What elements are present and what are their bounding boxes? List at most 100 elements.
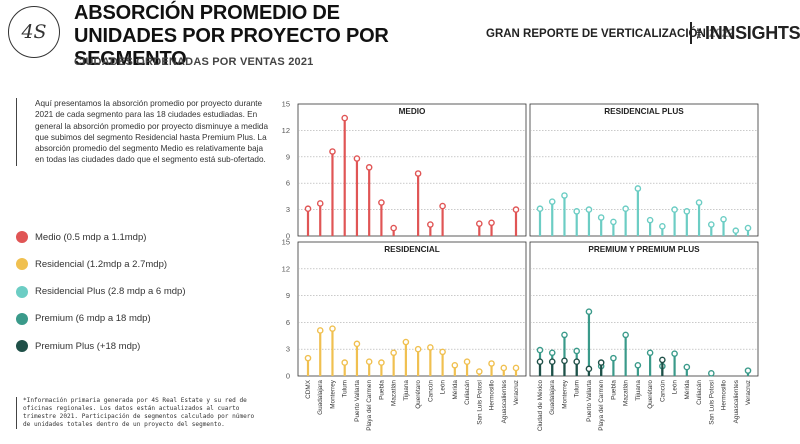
lollipop-dot-puebla [610,218,617,226]
lollipop-dot-playa-del-carmen [365,164,373,171]
lollipop-dot-queretaro [414,170,422,177]
x-tick-label: Tulum [574,380,581,398]
lollipop-dot-hermosillo [488,219,495,227]
legend-swatch [16,285,28,298]
lollipop-dot-aguascalientes [732,227,740,235]
lollipop-dot-monterrey [561,192,568,199]
lollipop-dot-guadalajara [548,358,556,366]
lollipop-dot-puerto-vallarta [353,155,361,162]
lollipop-dot-cancun [659,356,666,364]
x-tick-label: León [672,380,679,395]
x-tick-label: Mazatlán [391,380,398,406]
lollipop-dot-tulum [573,358,581,366]
header-divider [690,22,692,44]
lollipop-dot-hermosillo [720,215,727,223]
lollipop-dot-puerto-vallarta [585,308,593,315]
report-name: GRAN REPORTE DE VERTICALIZACIÓN [486,28,706,40]
legend-item-residencial: Residencial (1.2mdp a 2.7mdp) [16,255,256,273]
lollipop-dot-playa-del-carmen [597,359,605,366]
report-title: GRAN REPORTE DE VERTICALIZACIÓN 2022 [486,28,735,40]
x-tick-label: Mazatlán [623,380,630,406]
panel-title: RESIDENCIAL PLUS [604,107,684,116]
lollipop-dot-san-luis-potosi [707,221,715,228]
x-tick-label: Hermosillo [721,380,728,411]
y-tick-label: 12 [282,126,290,135]
lollipop-dot-tijuana [634,185,642,192]
y-tick-label: 0 [286,372,290,381]
lollipop-dot-cdmx [304,354,312,362]
x-tick-label: Aguascalientes [501,380,508,423]
legend-item-medio: Medio (0.5 mdp a 1.1mdp) [16,228,256,246]
x-tick-label: Aguascalientes [733,380,740,423]
x-tick-label: Monterrey [329,379,336,409]
lollipop-dot-veracruz [744,224,752,232]
lollipop-dot-leon [671,350,678,357]
legend-label: Residencial (1.2mdp a 2.7mdp) [35,258,168,270]
lollipop-dot-mazatlan [622,331,629,339]
x-tick-label: CDMX [305,379,312,399]
lollipop-dot-puerto-vallarta [585,206,593,213]
legend-item-premium: Premium (6 mdp a 18 mdp) [16,310,256,328]
x-tick-label: Ciudad de México [537,380,544,432]
lollipop-dot-san-luis-potosi [707,370,715,377]
lollipop-dot-playa-del-carmen [365,358,373,366]
y-tick-label: 15 [282,238,290,247]
x-tick-label: Guadalajara [317,380,324,415]
lollipop-dot-merida [451,361,459,369]
x-tick-label: Veracruz [513,380,520,405]
x-tick-label: Culiacán [696,380,703,405]
lollipop-dot-playa-del-carmen [597,214,605,221]
lollipop-dot-san-luis-potosi [475,368,483,375]
intro-block: Aquí presentamos la absorción promedio p… [16,98,271,166]
lollipop-dot-queretaro [646,216,654,224]
intro-text: Aquí presentamos la absorción promedio p… [35,99,269,165]
y-tick-label: 9 [286,152,290,161]
lollipop-dot-leon [671,206,678,213]
y-tick-label: 6 [286,318,290,327]
brand-wordmark: THE INNSIGHTS [697,23,800,44]
legend-label: Residencial Plus (2.8 mdp a 6 mdp) [35,286,186,298]
panel-frame [297,241,527,377]
x-tick-label: Puebla [610,380,617,400]
y-tick-label: 3 [286,205,290,214]
lollipop-dot-aguascalientes [500,364,508,372]
panel-title: PREMIUM Y PREMIUM PLUS [588,245,700,254]
logo-text: 4S [21,21,47,43]
x-tick-label: Tijuana [635,380,642,401]
lollipop-dot-tulum [573,347,581,355]
lollipop-dot-san-luis-potosi [475,220,483,227]
x-tick-label: Querétaro [415,380,422,409]
x-tick-label: Playa del Carmen [366,380,373,431]
legend-swatch [16,231,28,243]
brand-logo: 4S [8,6,60,58]
chart-panel-premium-y-premium-plus: PREMIUM Y PREMIUM PLUS Ciudad de México Gu… [529,241,759,432]
lollipop-dot-mazatlan [390,224,397,232]
lollipop-dot-culiacan [463,358,471,366]
footnote-text: *Información primaria generada por 4S Re… [23,397,255,428]
x-tick-label: Mérida [684,380,691,400]
lollipop-dot-leon [439,348,446,356]
x-tick-label: Cancún [659,380,666,402]
x-tick-label: Puerto Vallarta [354,380,361,422]
lollipop-dot-merida [683,208,691,215]
lollipop-dot-puerto-vallarta [585,365,593,373]
legend-swatch [16,258,28,271]
lollipop-dot-culiacan [695,199,703,206]
lollipop-dot-cancun [427,221,434,228]
x-tick-label: Querétaro [647,380,654,409]
lollipop-dot-cdmx [304,205,312,213]
lollipop-dot-monterrey [329,325,336,332]
lollipop-dot-puebla [610,354,617,362]
legend-label: Medio (0.5 mdp a 1.1mdp) [35,231,147,243]
y-tick-label: 3 [286,345,290,354]
legend: Medio (0.5 mdp a 1.1mdp) Residencial (1.… [16,228,256,364]
brand-name: INNSIGHTS [705,23,800,43]
lollipop-dot-leon [439,202,446,210]
lollipop-dot-veracruz [512,206,520,213]
x-tick-label: Puebla [378,380,385,400]
legend-label: Premium (6 mdp a 18 mdp) [35,313,151,325]
lollipop-dot-guadalajara [316,200,324,207]
lollipop-dot-tulum [341,114,349,122]
x-tick-label: Cancún [427,380,434,402]
